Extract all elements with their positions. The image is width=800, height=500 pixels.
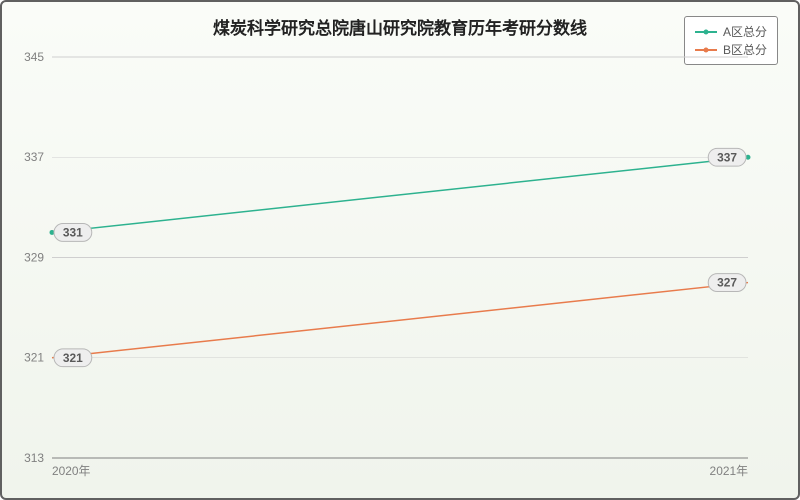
y-tick-labels: 313 321 329 337 345 xyxy=(24,50,44,465)
y-tick: 313 xyxy=(24,451,44,465)
x-tick: 2021年 xyxy=(710,464,749,478)
svg-text:321: 321 xyxy=(63,351,83,365)
x-tick-labels: 2020年 2021年 xyxy=(52,464,748,478)
svg-text:331: 331 xyxy=(63,226,83,240)
legend-item-a: A区总分 xyxy=(695,23,767,40)
plot-area: 313 321 329 337 345 2020年 2021年 331 337 xyxy=(52,57,748,458)
value-badge: 321 xyxy=(54,349,92,367)
series-a xyxy=(50,155,751,235)
y-tick: 337 xyxy=(24,150,44,164)
value-badge: 327 xyxy=(708,274,746,292)
y-tick: 321 xyxy=(24,351,44,365)
line-b xyxy=(52,283,748,358)
line-a xyxy=(52,157,748,232)
legend-swatch-b xyxy=(695,49,717,51)
series-b xyxy=(52,283,748,358)
y-tick: 345 xyxy=(24,50,44,64)
svg-text:337: 337 xyxy=(717,150,737,164)
chart-title: 煤炭科学研究总院唐山研究院教育历年考研分数线 xyxy=(2,14,798,39)
value-badge: 337 xyxy=(708,148,746,166)
legend-label-b: B区总分 xyxy=(723,41,767,58)
chart-container: 煤炭科学研究总院唐山研究院教育历年考研分数线 A区总分 B区总分 313 321 xyxy=(0,0,800,500)
legend-item-b: B区总分 xyxy=(695,41,767,58)
legend-swatch-a xyxy=(695,31,717,33)
y-tick: 329 xyxy=(24,250,44,264)
svg-text:327: 327 xyxy=(717,276,737,290)
legend-label-a: A区总分 xyxy=(723,23,767,40)
chart-svg: 313 321 329 337 345 2020年 2021年 331 337 xyxy=(52,57,748,458)
x-tick: 2020年 xyxy=(52,464,91,478)
y-grid xyxy=(52,57,748,458)
value-badge: 331 xyxy=(54,224,92,242)
